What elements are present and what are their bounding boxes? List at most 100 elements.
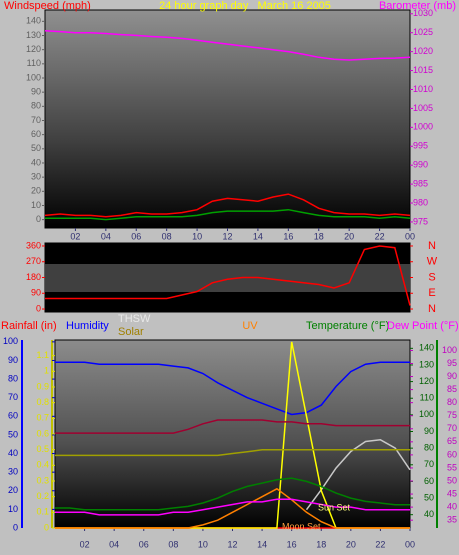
y3-tick-label: 100 xyxy=(442,345,457,355)
y2-tick-label: N xyxy=(428,303,436,315)
x-tick-label: 10 xyxy=(198,539,208,549)
y3-tick-label: 95 xyxy=(447,358,457,368)
y-tick-label: 90 xyxy=(31,87,41,97)
y-tick-label: 110 xyxy=(27,58,41,68)
y2-tick-label: 60 xyxy=(424,476,434,486)
y2-tick-label: W xyxy=(427,256,438,268)
x-tick-label: 06 xyxy=(139,539,149,549)
legend-label: Windspeed (mph) xyxy=(4,0,91,12)
y-tick-label: 60 xyxy=(8,411,18,421)
y4-tick-label: 0.7 xyxy=(36,413,49,423)
y2-tick-label: 1010 xyxy=(413,84,433,94)
series-line xyxy=(55,449,410,457)
y-tick-label: 10 xyxy=(31,200,41,210)
legend-label: THSW xyxy=(118,313,151,325)
y3-tick-label: 35 xyxy=(447,515,457,525)
x-tick-label: 14 xyxy=(257,539,267,549)
x-tick-label: 22 xyxy=(375,231,385,241)
y4-tick-label: 0.3 xyxy=(36,475,49,485)
y-tick-label: 90 xyxy=(31,288,41,298)
y2-tick-label: 120 xyxy=(419,376,434,386)
legend-label: Temperature (°F) xyxy=(306,320,389,332)
x-tick-label: 20 xyxy=(346,539,356,549)
x-tick-label: 22 xyxy=(375,539,385,549)
series-line xyxy=(55,487,410,529)
chart-title: 24 hour graph day March 16 2005 xyxy=(159,0,331,12)
y-tick-label: 140 xyxy=(26,16,41,26)
x-tick-label: 04 xyxy=(109,539,119,549)
y2-tick-label: 1025 xyxy=(413,27,433,37)
direction-band xyxy=(45,264,410,292)
y4-tick-label: 0 xyxy=(44,522,49,532)
y2-tick-label: 1015 xyxy=(413,65,433,75)
y3-tick-label: 85 xyxy=(447,384,457,394)
x-tick-label: 16 xyxy=(283,231,293,241)
y-tick-label: 120 xyxy=(26,44,41,54)
legend-label: UV xyxy=(242,320,258,332)
y2-tick-label: 1020 xyxy=(413,46,433,56)
series-line xyxy=(305,439,411,511)
y4-tick-label: 0.2 xyxy=(36,491,49,501)
y2-tick-label: N xyxy=(428,240,436,252)
y3-tick-label: 75 xyxy=(447,410,457,420)
y-tick-label: 20 xyxy=(8,485,18,495)
y-tick-label: 80 xyxy=(31,101,41,111)
y2-tick-label: 995 xyxy=(413,141,428,151)
y-tick-label: 50 xyxy=(31,143,41,153)
y3-tick-label: 65 xyxy=(447,436,457,446)
y-tick-label: 100 xyxy=(26,72,41,82)
y2-tick-label: 1005 xyxy=(413,103,433,113)
y3-tick-label: 45 xyxy=(447,488,457,498)
y2-tick-label: 110 xyxy=(420,393,434,403)
y2-tick-label: 140 xyxy=(419,343,434,353)
x-tick-label: 00 xyxy=(405,231,415,241)
y-tick-label: 0 xyxy=(36,303,41,313)
series-line xyxy=(44,193,411,218)
y2-tick-label: 1000 xyxy=(413,122,433,132)
y-tick-label: 270 xyxy=(26,256,41,266)
y2-tick-label: 80 xyxy=(424,443,434,453)
y3-tick-label: 80 xyxy=(447,397,457,407)
x-tick-label: 00 xyxy=(405,539,415,549)
x-tick-label: 18 xyxy=(314,231,324,241)
annotation: Moon Set xyxy=(282,521,321,531)
y-tick-label: 80 xyxy=(8,373,18,383)
y3-tick-label: 60 xyxy=(447,449,457,459)
y2-tick-label: 50 xyxy=(424,492,434,502)
y2-tick-label: 90 xyxy=(424,426,434,436)
y-tick-label: 130 xyxy=(26,30,41,40)
x-tick-label: 18 xyxy=(316,539,326,549)
series-line xyxy=(44,30,411,61)
y2-tick-label: 70 xyxy=(424,459,434,469)
y2-tick-label: 980 xyxy=(413,197,428,207)
y4-tick-label: 0.4 xyxy=(36,460,49,470)
x-tick-label: 14 xyxy=(253,231,263,241)
y2-tick-label: 990 xyxy=(413,160,428,170)
series-line xyxy=(55,477,410,511)
y-tick-label: 20 xyxy=(31,186,41,196)
y-tick-label: 10 xyxy=(8,504,18,514)
y3-tick-label: 55 xyxy=(447,462,457,472)
y3-tick-label: 40 xyxy=(447,501,457,511)
series-line xyxy=(55,419,410,434)
x-tick-label: 12 xyxy=(227,539,237,549)
x-tick-label: 08 xyxy=(162,231,172,241)
wind-panel xyxy=(44,9,411,229)
legend-label: Barometer (mb) xyxy=(379,0,456,12)
y2-tick-label: 100 xyxy=(419,409,434,419)
x-tick-label: 20 xyxy=(344,231,354,241)
y-tick-label: 100 xyxy=(3,336,18,346)
x-tick-label: 02 xyxy=(70,231,80,241)
series-line xyxy=(45,245,411,306)
x-tick-label: 06 xyxy=(131,231,141,241)
y-tick-label: 360 xyxy=(26,240,41,250)
y3-tick-label: 70 xyxy=(447,423,457,433)
y4-tick-label: 1.1 xyxy=(36,350,49,360)
x-tick-label: 16 xyxy=(287,539,297,549)
y-tick-label: 70 xyxy=(8,392,18,402)
y4-tick-label: 0.9 xyxy=(36,381,49,391)
y2-tick-label: 1030 xyxy=(413,8,433,18)
legend-label: Rainfall (in) xyxy=(1,320,57,332)
y4-tick-label: 0.1 xyxy=(36,507,49,517)
